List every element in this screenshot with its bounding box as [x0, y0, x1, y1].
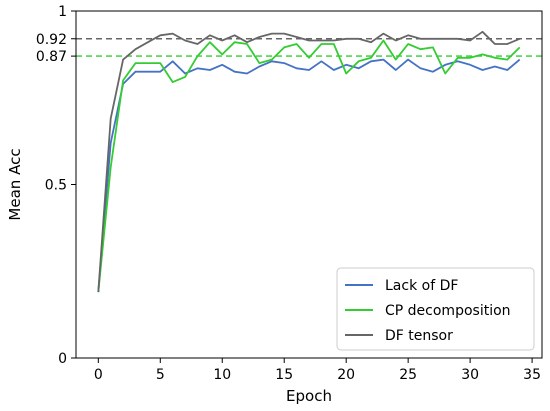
- y-axis-title: Mean Acc: [6, 148, 24, 220]
- x-tick-label: 0: [94, 367, 103, 383]
- x-tick-label: 15: [275, 367, 293, 383]
- legend-box: [336, 267, 535, 351]
- y-axis: 0 0.5 0.870.92 1: [36, 4, 76, 367]
- x-tick-label: 20: [337, 367, 355, 383]
- legend-label-3: DF tensor: [385, 328, 453, 344]
- x-axis: 0 5 10 15 20 25 30 35: [94, 358, 541, 383]
- series-line-1: [97, 58, 521, 293]
- y-tick-label: 0.5: [45, 178, 67, 194]
- legend-label-2: CP decomposition: [385, 303, 511, 319]
- legend: Lack of DF CP decomposition DF tensor: [336, 267, 535, 351]
- series-line-3: [97, 30, 521, 293]
- y-tick-label: 0.87: [36, 49, 67, 65]
- series-lines: [97, 30, 521, 293]
- x-tick-label: 5: [156, 367, 165, 383]
- x-tick-label: 25: [399, 367, 417, 383]
- x-tick-label: 35: [523, 367, 541, 383]
- x-tick-label: 30: [461, 367, 479, 383]
- series-line-2: [97, 39, 521, 293]
- x-tick-label: 10: [213, 367, 231, 383]
- x-axis-title: Epoch: [286, 387, 332, 405]
- y-tick-label: 0.92: [36, 32, 67, 48]
- y-tick-label: 0: [58, 351, 67, 367]
- legend-label-1: Lack of DF: [385, 278, 458, 294]
- y-tick-label: 1: [58, 4, 67, 20]
- reference-lines: [76, 38, 542, 57]
